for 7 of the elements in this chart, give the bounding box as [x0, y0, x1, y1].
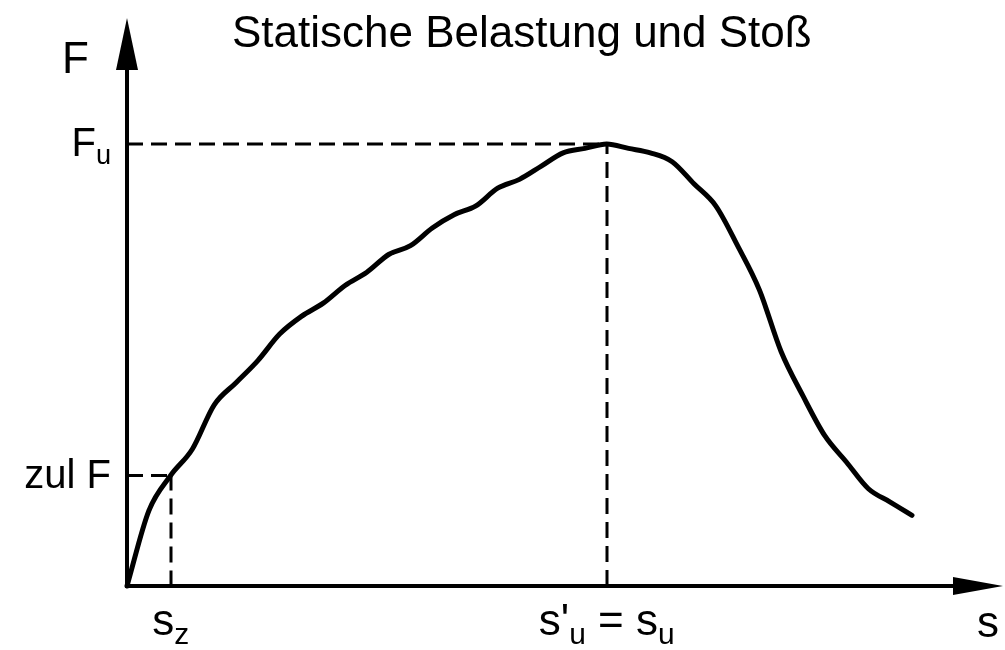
x-tick-label: s'$_{u}$ = s$_{u}$: [538, 595, 675, 650]
chart-title: Statische Belastung und Stoß: [232, 7, 812, 56]
annotation: F$_{u}$: [71, 120, 111, 171]
annotation: zul F: [24, 451, 111, 496]
x-tick-label: s$_{z}$: [152, 595, 190, 650]
y-axis-title: F: [62, 33, 89, 82]
x-axis-title: s: [977, 597, 999, 646]
